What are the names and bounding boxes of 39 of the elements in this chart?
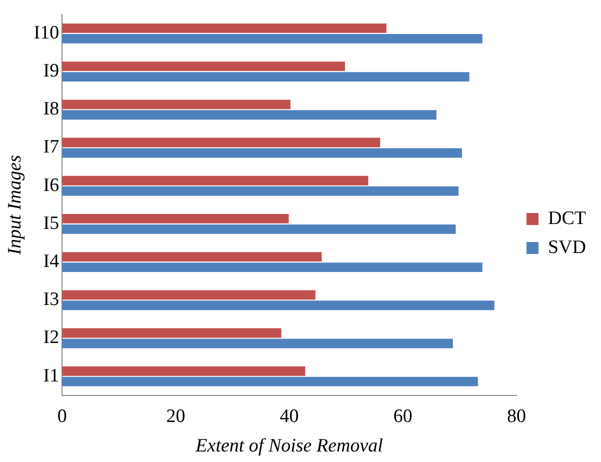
x-tick-label: 0	[57, 406, 67, 427]
bar	[62, 110, 436, 120]
x-axis-title: Extent of Noise Removal	[194, 436, 383, 457]
y-tick-label: I5	[43, 212, 60, 234]
bar	[62, 252, 322, 262]
bar	[62, 176, 368, 186]
bar	[62, 186, 459, 196]
y-tick-label: I2	[43, 327, 60, 348]
y-tick-label: I10	[34, 22, 60, 44]
bar	[62, 138, 380, 148]
x-tick-label: 20	[166, 406, 186, 427]
bar	[62, 328, 282, 338]
bar	[62, 100, 290, 110]
bar	[62, 300, 494, 310]
y-tick-label: I9	[43, 60, 60, 82]
bar	[62, 338, 453, 348]
y-tick-label: I7	[43, 136, 60, 158]
bar	[62, 224, 456, 234]
bar	[62, 23, 386, 33]
x-tick-label: 60	[393, 406, 412, 427]
y-tick-label: I4	[43, 251, 60, 272]
y-tick-label: I8	[43, 98, 60, 120]
bar	[62, 62, 345, 72]
bar	[62, 262, 482, 272]
x-tick-label: 40	[280, 406, 299, 427]
legend-label: SVD	[548, 236, 586, 258]
y-axis-title: Input Images	[4, 155, 26, 256]
legend-label: DCT	[548, 208, 586, 229]
y-tick-label: I6	[43, 174, 60, 196]
y-tick-label: I1	[43, 365, 60, 386]
bar	[62, 148, 462, 158]
bar	[62, 34, 482, 44]
y-tick-label: I3	[43, 289, 60, 310]
bar	[62, 376, 478, 386]
bar	[62, 366, 306, 376]
bar	[62, 290, 316, 300]
bar	[62, 214, 289, 224]
x-tick-label: 80	[506, 406, 526, 427]
bar	[62, 72, 470, 82]
